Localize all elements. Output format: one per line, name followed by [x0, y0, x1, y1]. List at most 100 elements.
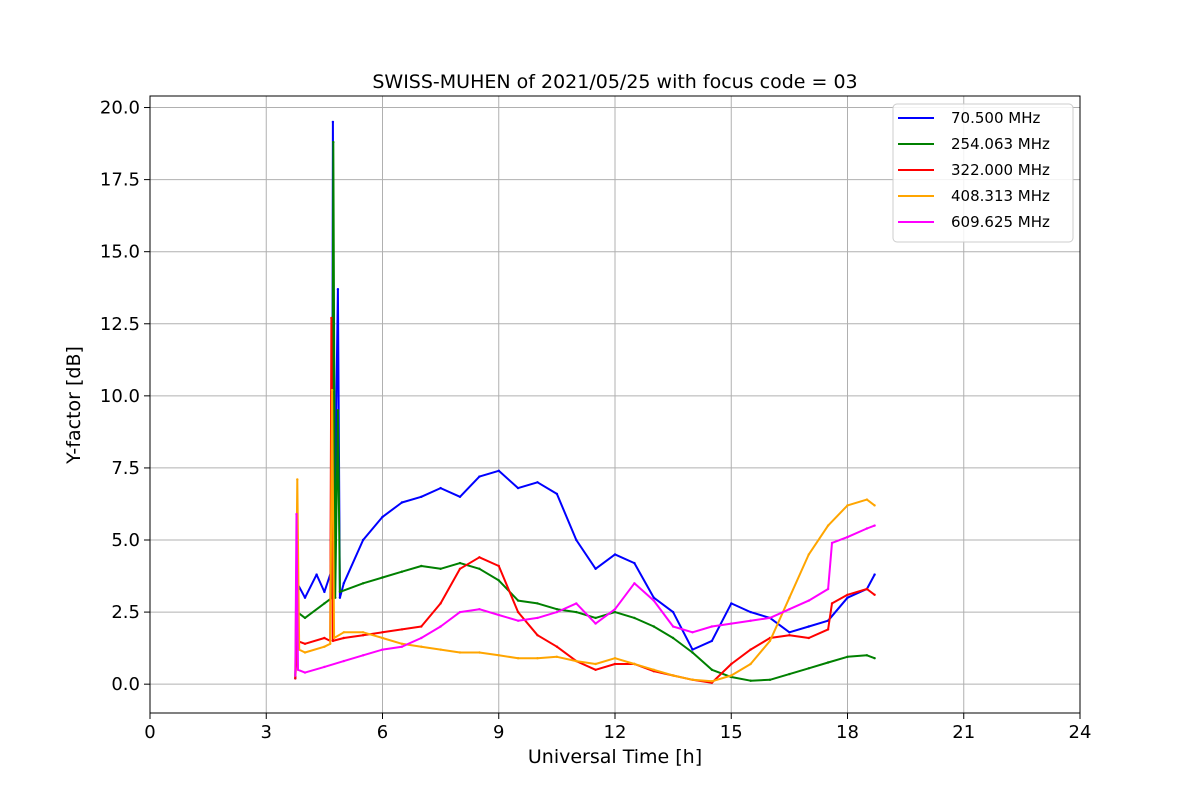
- series-point: [536, 657, 539, 660]
- y-tick-label: 15.0: [100, 242, 140, 263]
- series-point: [439, 602, 442, 605]
- series-point: [330, 316, 333, 320]
- series-point: [497, 469, 500, 472]
- series-point: [633, 616, 636, 620]
- series-point: [613, 657, 617, 660]
- series-point: [303, 596, 307, 599]
- series-point: [671, 674, 675, 677]
- series-point: [516, 619, 520, 622]
- legend-label: 408.313 MHz: [951, 187, 1050, 205]
- series-point: [594, 622, 597, 625]
- y-tick-label: 5.0: [111, 530, 140, 551]
- series-point: [338, 590, 342, 594]
- series-point: [873, 524, 876, 527]
- series-point: [873, 573, 876, 576]
- series-point: [420, 645, 423, 648]
- x-tick-label: 9: [493, 722, 504, 743]
- series-point: [400, 570, 404, 573]
- series-point: [294, 677, 297, 680]
- x-tick-label: 21: [952, 722, 975, 743]
- series-point: [788, 631, 791, 634]
- series-point: [807, 625, 810, 628]
- series-point: [330, 388, 334, 392]
- series-point: [331, 639, 335, 643]
- series-point: [826, 628, 830, 631]
- series-point: [846, 655, 849, 658]
- series-point: [555, 645, 559, 648]
- series-point: [865, 654, 869, 657]
- series-2: [294, 316, 876, 684]
- series-point: [420, 495, 423, 498]
- series-1: [294, 140, 876, 682]
- series-point: [361, 654, 365, 657]
- series-point: [315, 573, 318, 576]
- series-point: [478, 556, 481, 559]
- y-tick-label: 20.0: [100, 98, 140, 119]
- series-point: [613, 662, 617, 666]
- series-point: [652, 596, 655, 599]
- series-point: [439, 648, 442, 651]
- series-point: [652, 668, 655, 671]
- series-point: [575, 538, 578, 542]
- x-tick-label: 24: [1069, 722, 1092, 743]
- series-point: [730, 662, 733, 666]
- series-point: [749, 648, 752, 651]
- series-point: [332, 636, 336, 640]
- x-tick-label: 18: [836, 722, 859, 743]
- series-point: [594, 616, 597, 620]
- series-point: [691, 648, 694, 651]
- series-point: [691, 651, 694, 654]
- series-point: [768, 616, 772, 620]
- series-point: [575, 610, 578, 614]
- legend-label: 70.500 MHz: [951, 109, 1040, 127]
- series-point: [439, 486, 442, 490]
- series-point: [458, 610, 462, 614]
- series-point: [633, 561, 636, 565]
- series-point: [497, 579, 500, 582]
- series-3: [294, 388, 876, 683]
- series-point: [295, 512, 298, 516]
- series-point: [865, 527, 869, 530]
- series-point: [846, 596, 849, 599]
- x-axis-ticks: 0 3 6 9 12 15 18 21 24: [144, 713, 1091, 743]
- series-point: [361, 631, 365, 634]
- legend: 70.500 MHz 254.063 MHz 322.000 MHz 408.313 …: [892, 103, 1074, 243]
- series-point: [536, 602, 539, 605]
- series-point: [381, 576, 384, 579]
- series-point: [516, 657, 520, 660]
- series-point: [336, 409, 340, 412]
- series-point: [497, 654, 500, 657]
- x-tick-label: 0: [144, 722, 155, 743]
- y-axis-ticks: 0.0 2.5 5.0 7.5 10.0 12.5 15.0 17.5 20.0: [100, 98, 150, 695]
- series-point: [439, 567, 442, 570]
- y-axis-label: Y-factor [dB]: [63, 346, 85, 465]
- series-point: [400, 628, 404, 631]
- x-tick-label: 15: [720, 722, 743, 743]
- y-tick-label: 0.0: [111, 674, 140, 695]
- y-tick-label: 17.5: [100, 170, 140, 191]
- y-tick-label: 7.5: [111, 458, 140, 479]
- series-point: [555, 655, 559, 658]
- series-point: [478, 651, 481, 654]
- series-point: [303, 642, 307, 645]
- series-point: [516, 610, 520, 614]
- series-point: [420, 636, 423, 640]
- series-point: [749, 610, 752, 614]
- y-tick-label: 12.5: [100, 314, 140, 335]
- series-point: [710, 668, 714, 671]
- series-point: [671, 625, 675, 628]
- series-point: [400, 642, 404, 645]
- series-point: [555, 492, 559, 496]
- series-point: [420, 625, 423, 628]
- legend-label: 609.625 MHz: [951, 213, 1050, 231]
- series-point: [594, 662, 597, 666]
- series-point: [458, 495, 462, 498]
- y-tick-label: 10.0: [100, 386, 140, 407]
- legend-box: [892, 103, 1074, 243]
- series-point: [613, 608, 617, 611]
- series-point: [516, 486, 520, 490]
- series-point: [303, 651, 307, 654]
- series-point: [361, 538, 365, 542]
- series-point: [652, 625, 655, 628]
- x-tick-label: 6: [377, 722, 388, 743]
